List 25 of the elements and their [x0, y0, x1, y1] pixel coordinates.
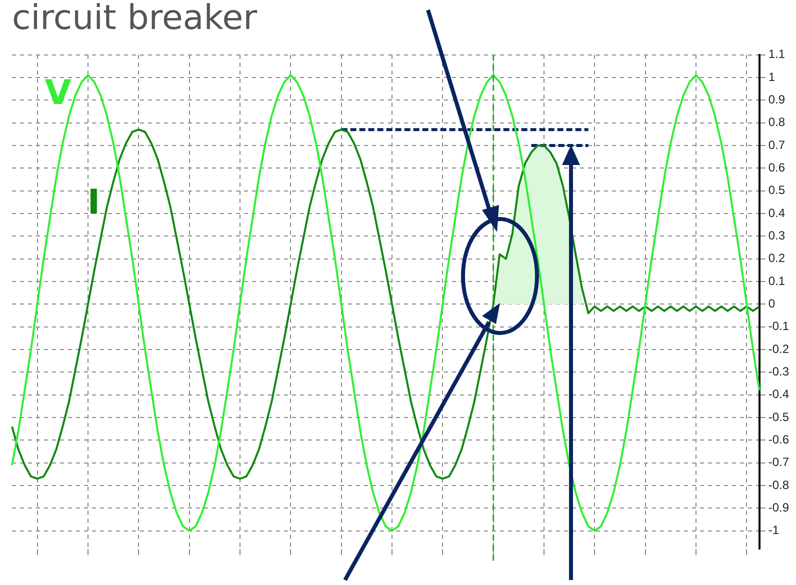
y-tick-label: 0.8	[768, 115, 786, 130]
y-tick-label: 0.6	[768, 160, 786, 174]
y-tick-label: 1	[768, 70, 776, 84]
y-tick-label: -1	[768, 523, 780, 538]
y-tick-label: 0.7	[768, 138, 786, 152]
y-tick-label: -0.1	[768, 319, 790, 334]
y-tick-label: 0.5	[768, 183, 786, 198]
y-tick-label: -0.7	[768, 455, 790, 470]
series-label: I	[87, 182, 100, 222]
y-tick-label: -0.5	[768, 410, 790, 424]
y-tick-label: 0.3	[768, 228, 786, 242]
y-tick-label: 0.9	[768, 92, 786, 106]
chart-title: circuit breaker	[12, 0, 258, 38]
y-tick-label: 0	[768, 296, 776, 310]
y-tick-label: -0.9	[768, 500, 790, 515]
y-tick-label: 0.2	[768, 251, 786, 266]
y-tick-label: 1.1	[768, 47, 786, 62]
y-tick-label: 0.1	[768, 274, 786, 288]
y-tick-label: -0.8	[768, 478, 790, 492]
series-label: V	[44, 73, 72, 114]
y-tick-label: -0.4	[768, 387, 790, 402]
y-tick-label: -0.6	[768, 432, 790, 446]
y-tick-label: -0.3	[768, 364, 790, 378]
y-tick-label: -0.2	[768, 342, 790, 356]
y-tick-label: 0.4	[768, 206, 786, 220]
